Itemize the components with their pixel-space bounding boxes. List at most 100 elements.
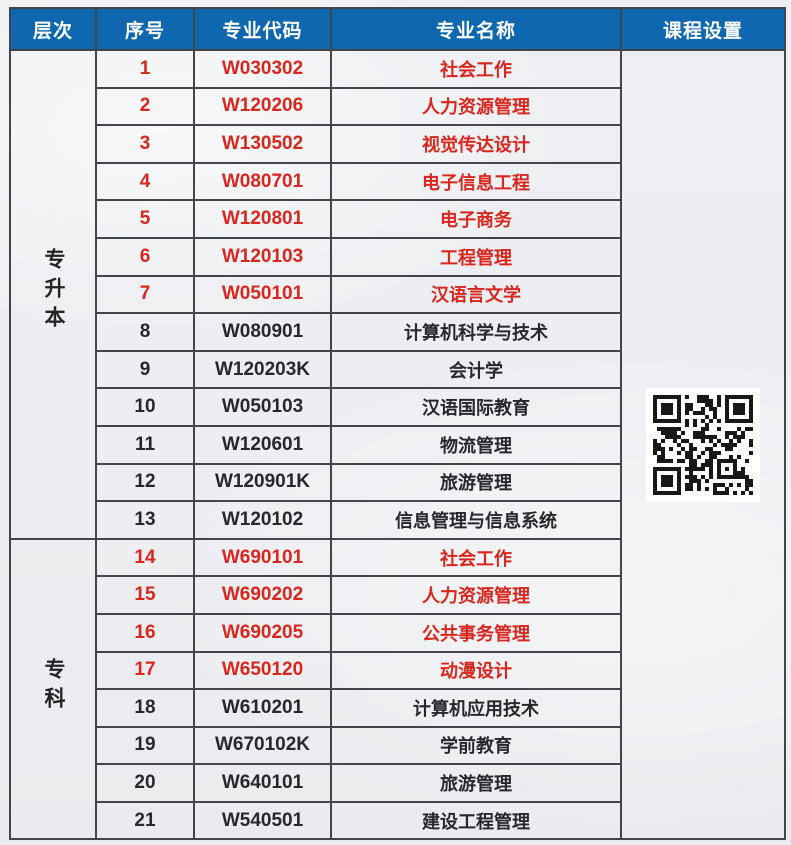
- major-name: 旅游管理: [330, 462, 622, 503]
- table-header: 层次 序号 专业代码 专业名称 课程设置: [9, 7, 786, 51]
- major-name: 电子信息工程: [330, 161, 622, 202]
- major-name: 计算机科学与技术: [330, 312, 622, 352]
- table-row: 20 W640101 旅游管理: [10, 763, 785, 803]
- major-number: 18: [95, 688, 195, 728]
- major-number: 9: [95, 349, 195, 390]
- major-code: W120203K: [193, 349, 332, 390]
- major-code: W120801: [193, 199, 332, 239]
- major-code: W130502: [193, 124, 332, 164]
- major-name: 工程管理: [330, 236, 622, 277]
- major-code: W540501: [193, 800, 332, 841]
- major-name: 学前教育: [330, 725, 622, 766]
- major-code: W080701: [193, 161, 332, 202]
- major-name: 社会工作: [330, 537, 622, 578]
- table-row: 6 W120103 工程管理: [10, 236, 785, 277]
- major-name: 汉语国际教育: [330, 387, 622, 427]
- major-code: W670102K: [193, 725, 332, 766]
- major-name: 公共事务管理: [330, 612, 622, 653]
- major-number: 11: [95, 424, 195, 465]
- major-code: W120206: [193, 86, 332, 127]
- major-code: W640101: [193, 763, 332, 803]
- table-row: 9 W120203K 会计学: [10, 349, 785, 390]
- major-name: 视觉传达设计: [330, 124, 622, 164]
- major-code: W610201: [193, 688, 332, 728]
- major-name: 人力资源管理: [330, 575, 622, 615]
- major-number: 2: [95, 86, 195, 127]
- major-number: 13: [95, 500, 195, 540]
- table-row: 12 W120901K 旅游管理: [10, 462, 785, 503]
- table-row: 13 W120102 信息管理与信息系统: [10, 500, 785, 540]
- major-number: 16: [95, 612, 195, 653]
- major-name: 会计学: [330, 349, 622, 390]
- major-name: 物流管理: [330, 424, 622, 465]
- col-header-level: 层次: [9, 7, 97, 51]
- header-row: 层次 序号 专业代码 专业名称 课程设置: [9, 7, 786, 51]
- table-row: 21 W540501 建设工程管理: [10, 800, 785, 841]
- major-code: W650120: [193, 650, 332, 691]
- major-code: W080901: [193, 312, 332, 352]
- major-number: 7: [95, 274, 195, 315]
- major-number: 6: [95, 236, 195, 277]
- col-header-major-name: 专业名称: [330, 7, 622, 51]
- qr-code-image: [653, 394, 753, 495]
- major-name: 电子商务: [330, 199, 622, 239]
- major-number: 21: [95, 800, 195, 841]
- table-row: 5 W120801 电子商务: [10, 199, 785, 239]
- major-number: 17: [95, 650, 195, 691]
- major-name: 建设工程管理: [330, 800, 622, 841]
- table-row: 19 W670102K 学前教育: [10, 725, 785, 766]
- table-row: 10 W050103 汉语国际教育: [10, 387, 785, 427]
- major-number: 8: [95, 312, 195, 352]
- major-name: 社会工作: [330, 49, 622, 89]
- course-setup-cell: [620, 48, 786, 841]
- table-row: 11 W120601 物流管理: [10, 424, 785, 465]
- major-number: 1: [95, 49, 195, 89]
- major-code: W120102: [193, 500, 332, 540]
- major-code: W120103: [193, 236, 332, 277]
- major-number: 3: [95, 124, 195, 164]
- major-name: 人力资源管理: [330, 86, 622, 127]
- major-number: 10: [95, 387, 195, 427]
- major-code: W030302: [193, 49, 332, 89]
- major-name: 旅游管理: [330, 763, 622, 803]
- table-row: 15 W690202 人力资源管理: [10, 575, 785, 615]
- table-row: 2 W120206 人力资源管理: [10, 86, 785, 127]
- table-body: 专升本 1 W030302 社会工作 2 W120206 人力资源管理 3 W130502 视觉传…: [9, 48, 786, 841]
- col-header-number: 序号: [95, 7, 195, 51]
- table-row: 18 W610201 计算机应用技术: [10, 688, 785, 728]
- major-name: 汉语言文学: [330, 274, 622, 315]
- major-code: W120901K: [193, 462, 332, 503]
- table-row: 17 W650120 动漫设计: [10, 650, 785, 691]
- table-row: 专科 14 W690101 社会工作: [9, 537, 785, 841]
- major-number: 20: [95, 763, 195, 803]
- majors-table: 层次 序号 专业代码 专业名称 课程设置 专升本 1 W030302 社会工作 2 W12…: [9, 7, 786, 841]
- table-row: 3 W130502 视觉传达设计: [10, 124, 785, 164]
- major-name: 信息管理与信息系统: [330, 500, 622, 540]
- major-number: 12: [95, 462, 195, 503]
- table-row: 8 W080901 计算机科学与技术: [10, 312, 785, 352]
- major-name: 计算机应用技术: [330, 688, 622, 728]
- level-label: 专科: [42, 657, 65, 716]
- major-number: 14: [95, 537, 195, 578]
- level-label: 专升本: [42, 248, 65, 336]
- col-header-course-setup: 课程设置: [620, 7, 786, 51]
- major-number: 15: [95, 575, 195, 615]
- major-number: 4: [95, 161, 195, 202]
- level-cell: 专升本: [9, 49, 97, 540]
- major-code: W690205: [193, 612, 332, 653]
- major-code: W690202: [193, 575, 332, 615]
- major-number: 5: [95, 199, 195, 239]
- major-code: W120601: [193, 424, 332, 465]
- table-row: 4 W080701 电子信息工程: [10, 161, 785, 202]
- major-code: W050103: [193, 387, 332, 427]
- table-row: 7 W050101 汉语言文学: [10, 274, 785, 315]
- qr-box: [646, 387, 760, 502]
- col-header-major-code: 专业代码: [193, 7, 332, 51]
- major-code: W050101: [193, 274, 332, 315]
- level-cell: 专科: [9, 537, 97, 841]
- major-code: W690101: [193, 537, 332, 578]
- major-number: 19: [95, 725, 195, 766]
- table-row: 专升本 1 W030302 社会工作: [9, 48, 786, 841]
- table-row: 16 W690205 公共事务管理: [10, 612, 785, 653]
